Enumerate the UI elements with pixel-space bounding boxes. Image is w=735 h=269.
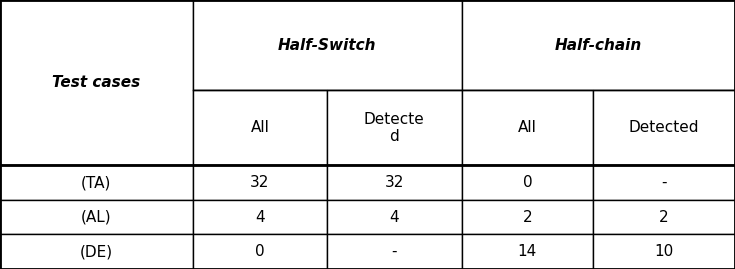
Bar [193, 0, 462, 90]
Bar [462, 200, 593, 235]
Text: Test cases: Test cases [52, 75, 140, 90]
Bar [593, 165, 735, 200]
Text: 0: 0 [523, 175, 532, 190]
Text: 0: 0 [255, 244, 265, 259]
Text: 2: 2 [523, 210, 532, 225]
Text: 10: 10 [654, 244, 674, 259]
Bar [327, 165, 462, 200]
Text: Half-Switch: Half-Switch [278, 38, 376, 52]
Bar [462, 90, 593, 165]
Bar [593, 200, 735, 235]
Bar [193, 200, 327, 235]
Bar [462, 165, 593, 200]
Bar [593, 235, 735, 269]
Text: (TA): (TA) [81, 175, 112, 190]
Text: All: All [518, 120, 537, 135]
Bar [462, 235, 593, 269]
Bar [462, 0, 735, 90]
Text: Detected: Detected [629, 120, 699, 135]
Text: 4: 4 [390, 210, 399, 225]
Text: (AL): (AL) [81, 210, 112, 225]
Bar [0, 0, 193, 165]
Text: -: - [392, 244, 397, 259]
Text: 2: 2 [659, 210, 669, 225]
Bar [0, 165, 193, 200]
Bar [593, 90, 735, 165]
Text: 14: 14 [517, 244, 537, 259]
Bar [0, 235, 193, 269]
Text: 4: 4 [255, 210, 265, 225]
Text: 32: 32 [250, 175, 270, 190]
Text: Half-chain: Half-chain [555, 38, 642, 52]
Bar [0, 200, 193, 235]
Text: -: - [662, 175, 667, 190]
Text: (DE): (DE) [79, 244, 113, 259]
Bar [193, 165, 327, 200]
Bar [193, 90, 327, 165]
Bar [327, 90, 462, 165]
Text: 32: 32 [384, 175, 404, 190]
Text: Detecte
d: Detecte d [364, 112, 425, 144]
Bar [327, 200, 462, 235]
Bar [193, 235, 327, 269]
Text: All: All [251, 120, 269, 135]
Bar [327, 235, 462, 269]
